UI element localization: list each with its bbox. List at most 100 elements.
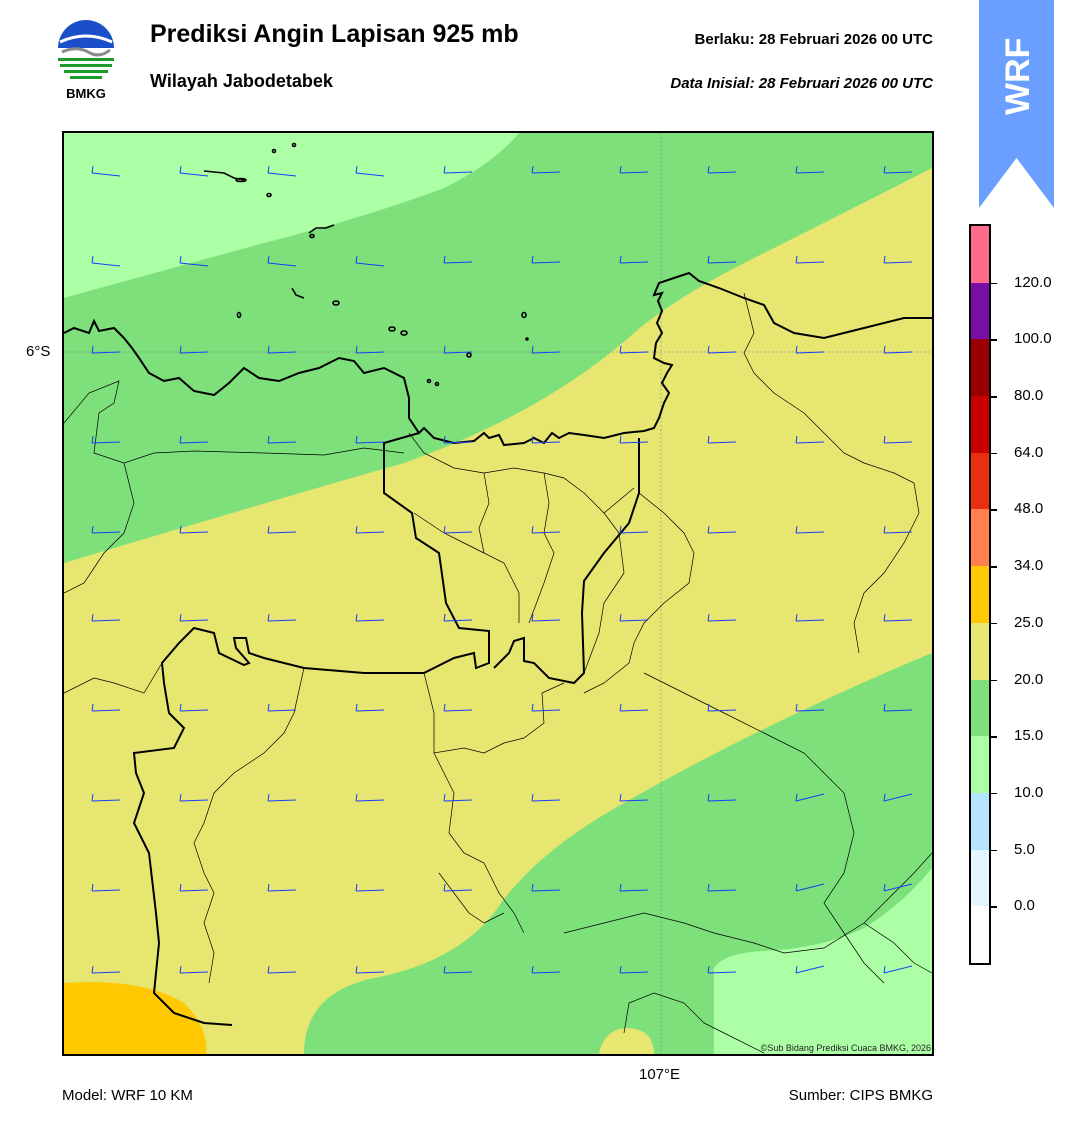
colorbar-tick [991,736,997,738]
wind-barb [179,525,209,534]
wind-barb [355,255,385,267]
wind-barb [707,703,737,712]
wind-barb [531,435,561,444]
wind-barb [91,703,121,712]
wind-barb [91,345,121,354]
wind-barb [531,703,561,712]
wind-barb [707,255,737,264]
colorbar-segment [971,282,989,340]
wrf-banner: WRF [979,0,1054,210]
wind-barb [883,435,913,444]
province-boundary [132,432,490,1026]
wind-barb [795,525,825,534]
wind-barb [531,613,561,622]
islands [203,142,529,387]
wind-barb [179,435,209,444]
wind-barb [619,255,649,264]
wind-barb [267,165,297,177]
coastline [64,271,932,447]
wind-barb [355,883,385,892]
wind-barb [91,435,121,444]
wind-barb [443,793,473,802]
wind-barb [707,793,737,802]
colorbar-label: 10.0 [1014,783,1044,801]
wind-barb [355,525,385,534]
wind-barb [443,255,473,264]
wind-barb [443,165,473,174]
colorbar-tick [991,282,997,285]
wind-map [62,131,934,1056]
wind-barb [619,883,649,892]
wind-barb [355,613,385,622]
model-info: Model: WRF 10 KM [62,1087,193,1104]
wind-barb [619,165,649,174]
speed-zone-25-34 [64,982,207,1054]
copyright-text: ©Sub Bidang Prediksi Cuaca BMKG, 2026 [760,1043,931,1053]
longitude-label: 107°E [639,1066,681,1083]
wind-barb [355,345,385,354]
wind-barb [531,165,561,174]
wind-barb [267,613,297,622]
wind-barb [443,883,473,892]
wind-barb [707,883,737,892]
colorbar-segment [971,679,989,737]
colorbar-tick [991,509,997,511]
wind-barb [883,345,913,354]
logo-text: BMKG [66,86,106,101]
wind-barb [531,965,561,974]
colorbar-tick [991,339,997,341]
wind-barb [795,793,825,802]
colorbar-label: 64.0 [1014,443,1044,461]
wind-barb [795,255,825,264]
wind-barb [179,793,209,802]
wind-barb [179,965,209,974]
wind-barb [267,435,297,444]
wind-barb [619,965,649,974]
colorbar-segment [971,452,989,510]
wind-barb [179,613,209,622]
wind-barb [179,255,209,267]
colorbar-tick [991,622,997,625]
wind-barb [91,965,121,974]
colorbar-segment [971,849,989,907]
colorbar-segment [971,792,989,851]
wind-barb [443,525,473,534]
wind-barb [619,345,649,354]
colorbar-tick [991,849,997,852]
wind-barb [267,883,297,892]
colorbar-label: 100.0 [1014,330,1052,348]
colorbar-tick [991,679,997,682]
wind-barb [707,965,737,974]
wind-barb [707,345,737,354]
colorbar-segment [971,226,989,284]
wind-barb [443,435,473,444]
wind-barb [619,525,649,534]
wind-barb [883,255,913,264]
colorbar-tick [991,906,997,908]
valid-time: Berlaku: 28 Februari 2026 00 UTC [694,31,933,48]
colorbar-segment [971,509,989,567]
colorbar-label: 15.0 [1014,727,1044,745]
map-title: Prediksi Angin Lapisan 925 mb [150,20,519,48]
speed-zone-20-25-patch [599,1028,654,1054]
wrf-banner-text: WRF [999,38,1037,115]
wind-barb [531,883,561,892]
speed-zone-15-20-north [64,133,932,563]
colorbar-label: 20.0 [1014,670,1044,688]
wind-barb [91,793,121,802]
wind-barb [179,883,209,892]
colorbar-segment [971,736,989,794]
colorbar-label: 25.0 [1014,613,1044,631]
speed-zone-10-15-southeast [714,868,932,1054]
colorbar-segment [971,622,989,681]
wind-barb [619,435,649,444]
map-subtitle: Wilayah Jabodetabek [150,71,333,91]
wind-barb [795,345,825,354]
wind-barbs [91,165,913,974]
wind-barb [619,793,649,802]
wind-barb [883,525,913,534]
wind-barb [707,525,737,534]
wind-barb [355,165,385,177]
wind-barb [443,345,473,354]
initial-time: Data Inisial: 28 Februari 2026 00 UTC [670,75,933,92]
